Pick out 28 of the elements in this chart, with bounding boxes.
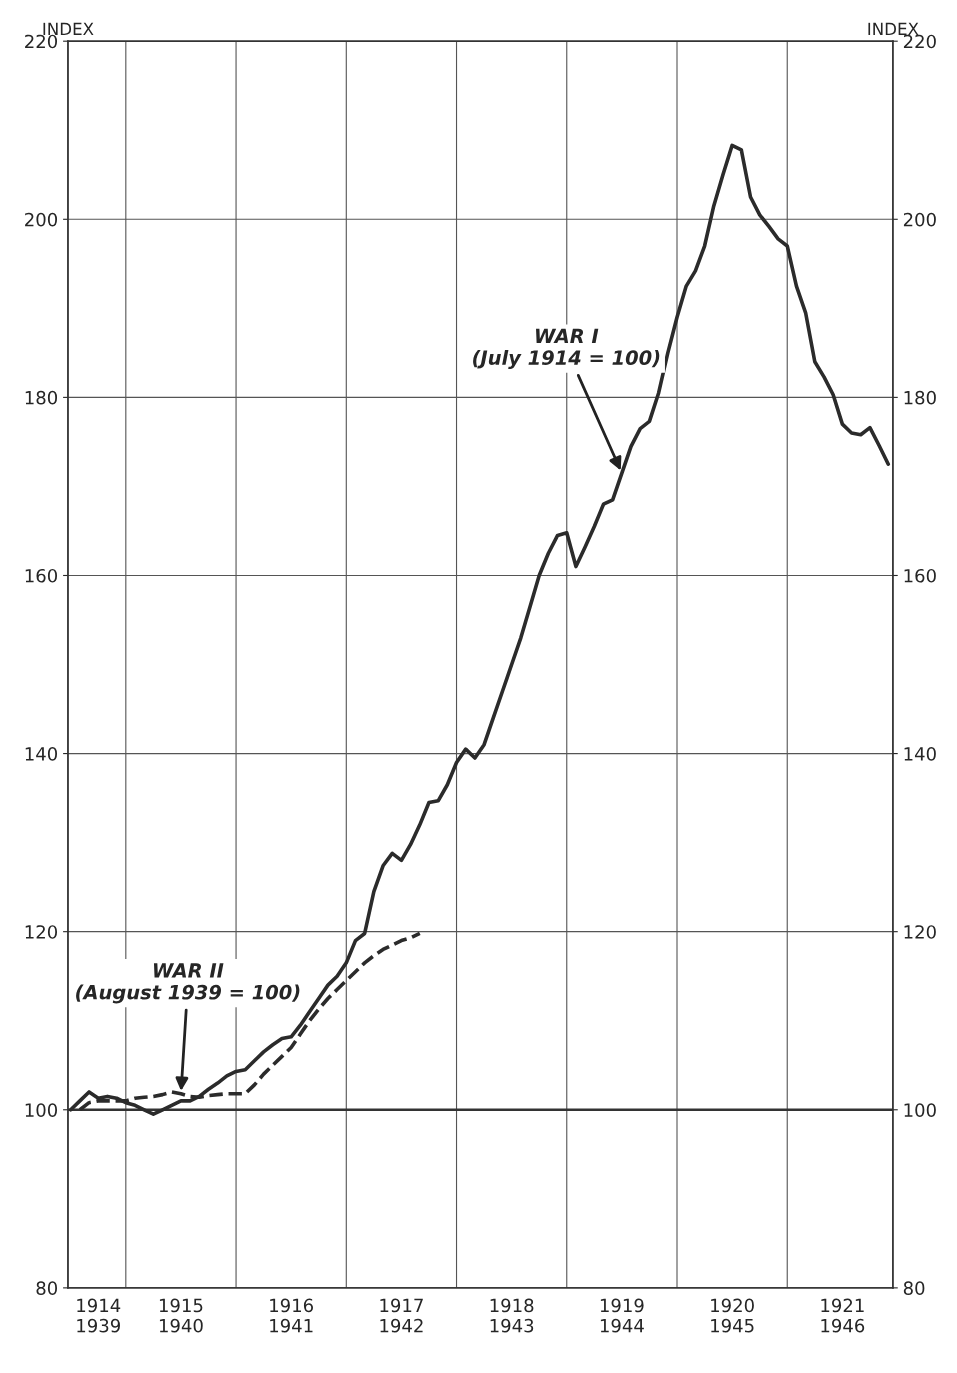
x-tick-label: 1917 1942 [380,1298,423,1333]
y2-tick-label: 120 [904,925,936,939]
y2-axis-title: INDEX [868,22,919,35]
y-tick-label: 220 [25,34,58,49]
y-tick-label: 140 [25,747,58,761]
y2-tick-label: 220 [903,34,936,49]
x-tick-label: 1920 1945 [711,1298,754,1333]
y2-tick-label: 200 [903,212,936,227]
y-tick-label: 80 [36,1281,58,1295]
x-tick-label: 1915 1940 [159,1298,203,1333]
y-axis-title: INDEX [43,22,94,35]
y2-tick-label: 180 [904,390,936,405]
y-tick-label: 200 [25,212,58,227]
annotation: WAR I (July 1914 = 100) [473,328,660,369]
x-tick-label: 1914 1939 [77,1298,121,1333]
x-tick-label: 1921 1946 [821,1298,865,1333]
annotation: WAR II (August 1939 = 100) [76,963,300,1004]
y2-tick-label: 140 [904,747,936,761]
y-tick-label: 120 [25,925,58,939]
y2-tick-label: 100 [904,1103,936,1117]
y2-tick-label: 80 [903,1281,925,1295]
y-tick-label: 160 [25,568,58,583]
x-tick-label: 1919 1944 [600,1298,644,1333]
y-tick-label: 180 [25,390,58,405]
x-tick-label: 1916 1941 [270,1298,314,1333]
y2-tick-label: 160 [904,568,936,583]
y-tick-label: 100 [25,1103,58,1117]
x-tick-label: 1918 1943 [490,1298,534,1333]
